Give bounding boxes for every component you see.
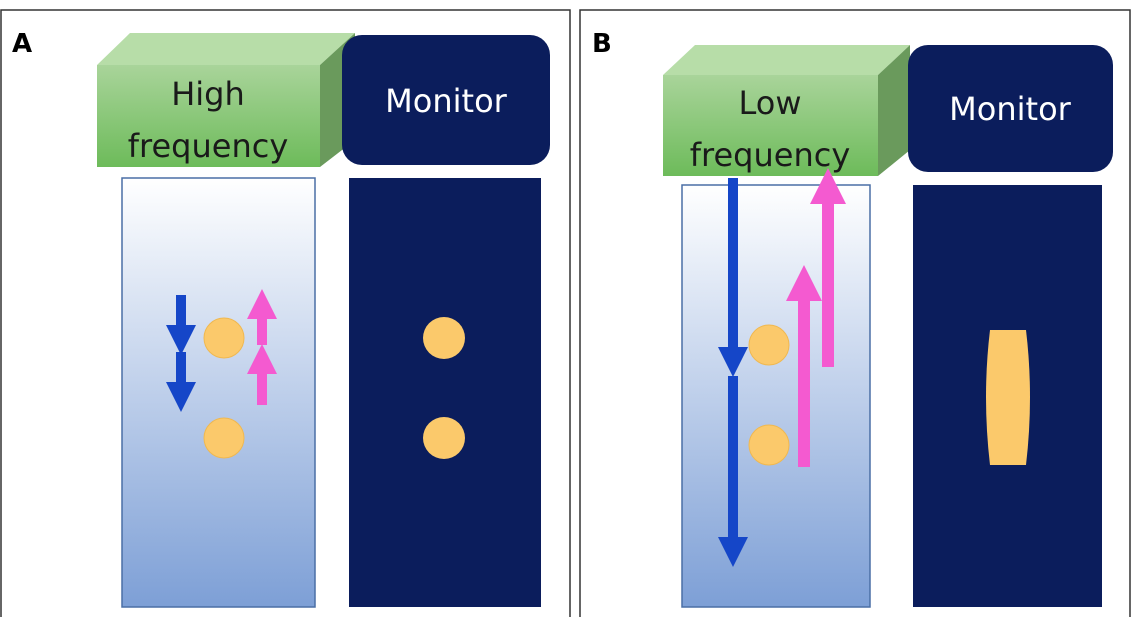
sample-column [122, 178, 315, 607]
panel-a: A High frequency Monitor [1, 10, 570, 617]
particle [204, 318, 244, 358]
particle-image [423, 317, 465, 359]
box-top [663, 45, 910, 75]
particle [749, 425, 789, 465]
monitor-column [349, 178, 541, 607]
monitor-text: Monitor [385, 82, 507, 120]
source-text: High [171, 75, 245, 113]
panel-label: A [12, 29, 32, 59]
particle-image [423, 417, 465, 459]
source-text: frequency [128, 127, 289, 165]
sample-column [682, 185, 870, 607]
panel-b: B Low frequency Monitor [580, 10, 1130, 617]
box-top [97, 33, 355, 65]
figure: A High frequency Monitor B Low frequency… [0, 0, 1131, 617]
source-text: frequency [690, 136, 851, 174]
monitor-text: Monitor [949, 90, 1071, 128]
panel-label: B [592, 29, 612, 59]
source-text: Low [738, 84, 801, 122]
particle [204, 418, 244, 458]
smeared-image [986, 330, 1030, 465]
particle [749, 325, 789, 365]
